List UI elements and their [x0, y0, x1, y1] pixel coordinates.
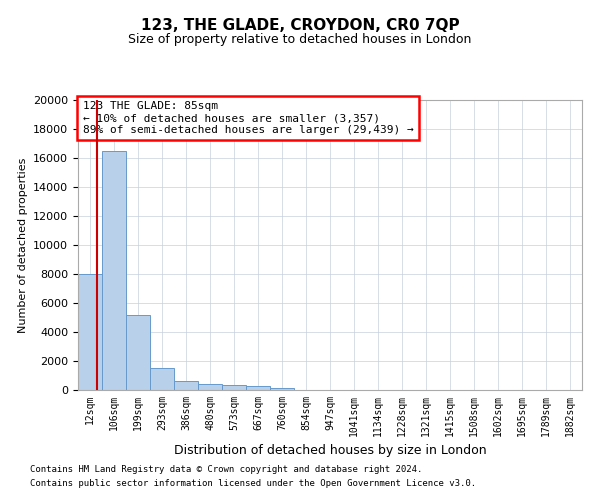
Text: 123, THE GLADE, CROYDON, CR0 7QP: 123, THE GLADE, CROYDON, CR0 7QP [140, 18, 460, 32]
Text: Contains HM Land Registry data © Crown copyright and database right 2024.: Contains HM Land Registry data © Crown c… [30, 466, 422, 474]
X-axis label: Distribution of detached houses by size in London: Distribution of detached houses by size … [173, 444, 487, 458]
Text: Size of property relative to detached houses in London: Size of property relative to detached ho… [128, 32, 472, 46]
Text: Contains public sector information licensed under the Open Government Licence v3: Contains public sector information licen… [30, 479, 476, 488]
Bar [246, 386, 270, 390]
Bar [198, 384, 222, 390]
Bar [270, 388, 294, 390]
Bar [126, 314, 150, 390]
Y-axis label: Number of detached properties: Number of detached properties [17, 158, 28, 332]
Bar [222, 385, 246, 390]
Text: 123 THE GLADE: 85sqm
← 10% of detached houses are smaller (3,357)
89% of semi-de: 123 THE GLADE: 85sqm ← 10% of detached h… [83, 102, 414, 134]
Bar [150, 368, 174, 390]
Bar [174, 382, 198, 390]
Bar [102, 151, 126, 390]
Bar [78, 274, 102, 390]
